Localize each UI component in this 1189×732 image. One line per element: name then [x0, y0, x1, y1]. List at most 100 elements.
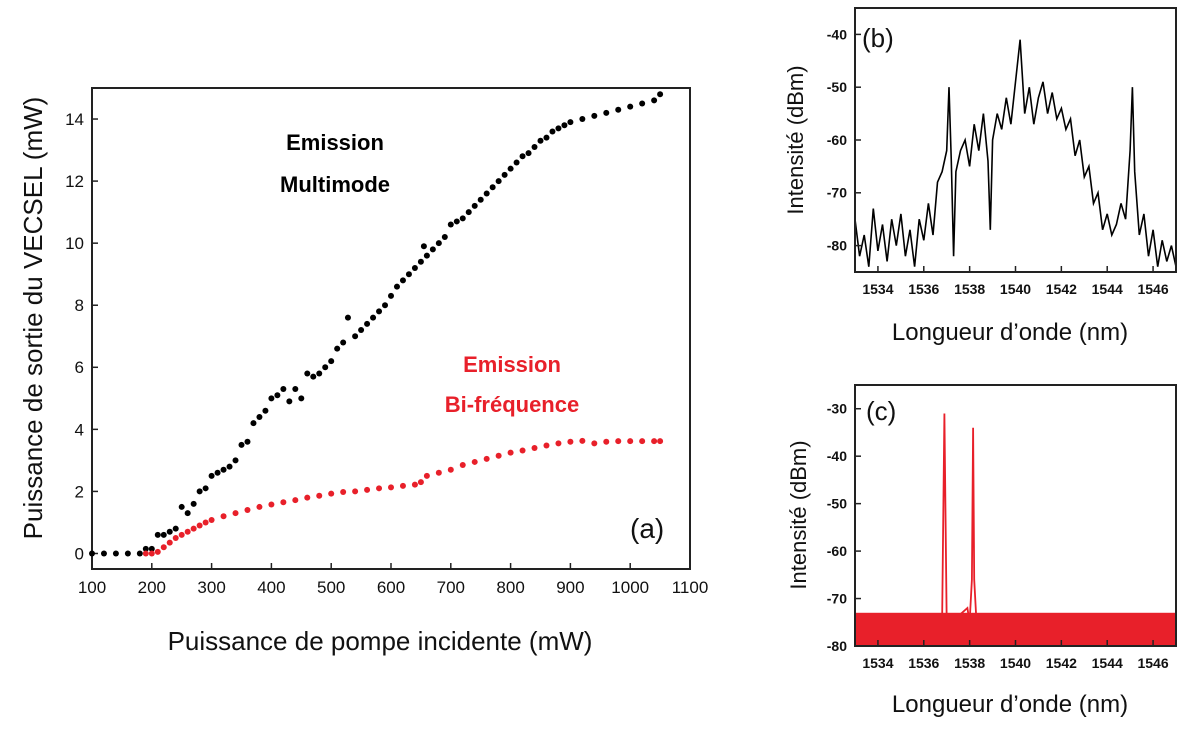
panel-a-xtick-label: 1000 [611, 578, 649, 597]
bifrequence-point [232, 510, 239, 517]
multimode-point [388, 292, 394, 299]
multimode-point [393, 283, 400, 290]
panel-c-ytick-label: -30 [827, 401, 847, 417]
bifrequence-point [555, 440, 562, 447]
bifrequence-point [567, 438, 574, 445]
bifrequence-point [483, 455, 490, 462]
bifrequence-point [423, 472, 430, 479]
multimode-point [89, 550, 95, 557]
multimode-point [274, 392, 281, 399]
panel-a-xtick-label: 100 [78, 578, 106, 597]
bifrequence-point [543, 442, 550, 449]
panel-b-xtick-label: 1534 [862, 281, 893, 297]
panel-b-xtick-label: 1536 [908, 281, 939, 297]
multimode-point [382, 302, 389, 309]
multimode-point [340, 339, 347, 346]
bifrequence-point [627, 438, 634, 445]
bifrequence-point [657, 438, 664, 445]
bifrequence-point [519, 447, 526, 454]
panel-a: 100 200 300 400 500 600 700 800 900 1000 1100 0 2 4 6 8… [18, 87, 708, 656]
bifrequence-point [160, 544, 167, 551]
multimode-point [298, 395, 305, 402]
multimode-point [465, 209, 472, 216]
panel-c-ytick-label: -70 [827, 590, 847, 606]
multimode-point [262, 407, 269, 414]
panel-a-ytick-label: 12 [65, 172, 84, 191]
multimode-point [639, 100, 646, 107]
multimode-point [208, 472, 215, 479]
panel-c-xtick-label: 1546 [1137, 655, 1168, 671]
multimode-point [525, 150, 532, 157]
bifrequence-point [178, 531, 185, 538]
multimode-point [579, 116, 586, 123]
panel-a-ytick-label: 4 [75, 420, 84, 439]
bifrequence-point [417, 479, 424, 486]
panel-a-xtick-label: 400 [257, 578, 285, 597]
multimode-point [344, 314, 351, 321]
multimode-point [124, 550, 131, 557]
multimode-point [411, 264, 418, 271]
multimode-point [429, 246, 436, 253]
multimode-point [202, 485, 209, 492]
multimode-point [316, 370, 323, 377]
bifrequence-point [435, 469, 442, 476]
multimode-point [184, 510, 191, 517]
bifrequence-point [304, 494, 311, 501]
bifrequence-point [208, 516, 215, 523]
bifrequence-point [154, 548, 161, 555]
panel-a-xtick-label: 700 [437, 578, 465, 597]
multimode-point [531, 143, 538, 150]
panel-a-ytick-label: 10 [65, 234, 84, 253]
multimode-spectrum-line [854, 39, 1177, 267]
panel-a-ytick-label: 14 [65, 110, 84, 129]
multimode-point [376, 308, 383, 315]
bifrequence-spectrum-line [855, 413, 1176, 624]
multimode-point [358, 327, 365, 334]
bifrequence-point [328, 490, 335, 497]
multimode-point [232, 457, 239, 464]
multimode-point [591, 112, 598, 119]
panel-a-label: (a) [630, 513, 664, 544]
bifrequence-point [268, 501, 275, 508]
multimode-point [651, 97, 658, 104]
bifrequence-point [340, 489, 347, 496]
panel-a-points [89, 91, 664, 557]
panel-c-ytick-label: -50 [827, 496, 847, 512]
multimode-point [501, 171, 508, 178]
multimode-point [364, 320, 371, 327]
bifrequence-point [244, 507, 251, 514]
panel-c-xtick-label: 1536 [908, 655, 939, 671]
bifrequence-point [591, 440, 598, 447]
bifrequence-point [202, 519, 209, 526]
panel-c-xtick-label: 1534 [862, 655, 893, 671]
panel-a-xtick-label: 900 [556, 578, 584, 597]
multimode-point [256, 413, 263, 420]
panel-c-ytick-label: -60 [827, 543, 847, 559]
panel-c-spectrum [855, 413, 1176, 646]
panel-b-xtick-label: 1546 [1137, 281, 1168, 297]
bifrequence-point [531, 444, 538, 451]
panel-c-xtick-label: 1542 [1046, 655, 1077, 671]
panel-b-xtick-label: 1542 [1046, 281, 1077, 297]
bifrequence-point [196, 522, 203, 529]
panel-c-ytick-label: -40 [827, 448, 847, 464]
multimode-point [238, 441, 245, 448]
panel-c: 1534 1536 1538 1540 1542 1544 1546 -30 -40 -50 -60… [786, 384, 1177, 718]
multimode-point [172, 525, 179, 532]
bifrequence-point [399, 482, 406, 489]
multimode-point [352, 333, 359, 340]
bifrequence-point [615, 438, 622, 445]
bifrequence-point [316, 492, 323, 499]
multimode-point [280, 386, 287, 393]
panel-a-ytick-label: 0 [75, 544, 84, 563]
bifrequence-point [172, 534, 179, 541]
bifrequence-point [220, 513, 227, 520]
panel-a-ticks: 100 200 300 400 500 600 700 800 900 1000 1100 0 2 4 6 8… [65, 110, 708, 597]
multimode-point [405, 271, 412, 278]
bifrequence-point [142, 550, 149, 557]
multimode-point [483, 190, 490, 197]
multimode-point [627, 103, 634, 110]
multimode-point [160, 531, 167, 538]
